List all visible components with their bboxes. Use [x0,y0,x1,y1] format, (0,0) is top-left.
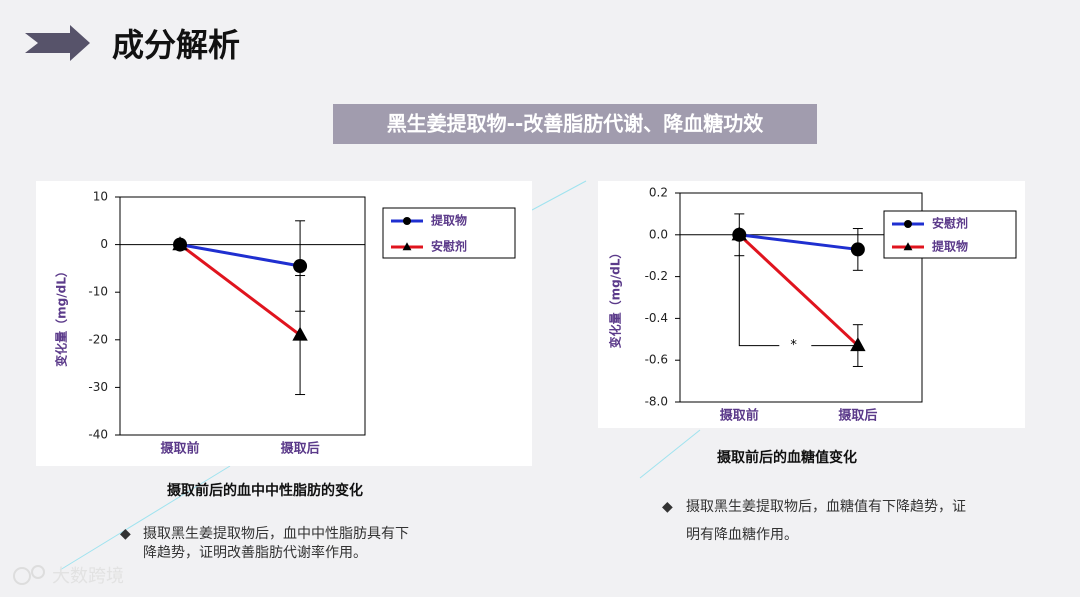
point [403,217,411,225]
bullet-marker: ◆ [662,499,673,515]
x-tick-label: 摄取后 [281,441,320,457]
banner-box [333,104,817,144]
point [903,242,913,251]
y-tick-label: -40 [88,428,108,442]
banner-text: 黑生姜提取物--改善脂肪代谢、降血糖功效 [387,112,764,136]
bullet-text: 降趋势，证明改善脂肪代谢率作用。 [143,544,367,561]
y-tick-label: -0.2 [645,269,668,283]
y-axis-label: 变化量（mg/dL） [54,265,69,367]
point [731,226,747,241]
y-tick-label: -20 [88,332,108,346]
decor-line [59,465,231,571]
bullet-text: 摄取黑生姜提取物后，血中中性脂肪具有下 [143,526,409,542]
bracket [738,254,780,347]
y-tick-label: -8.0 [645,395,668,409]
page-title: 成分解析 [112,26,240,64]
x-tick-label: 摄取后 [838,408,877,424]
point [402,242,412,251]
legend-label: 提取物 [431,213,467,228]
caption: 摄取前后的血中中性脂肪的变化 [167,482,363,499]
point [293,259,308,274]
title-arrow [25,25,90,61]
legend-label: 安慰剂 [932,216,968,231]
y-tick-label: -10 [88,285,108,299]
series-line [738,233,859,347]
bullet-marker: ◆ [120,526,131,542]
x-tick-label: 摄取前 [720,408,759,424]
y-tick-label: 0.0 [649,227,668,241]
watermark-icon [13,567,31,585]
y-axis-label: 变化量（mg/dL） [608,247,623,349]
legend-label: 安慰剂 [431,239,467,254]
y-tick-label: -0.6 [645,353,668,367]
decor-line [639,429,701,479]
watermark: 大数跨境 [52,566,124,587]
series-line [179,243,301,268]
y-tick-label: -30 [88,380,108,394]
legend-label: 提取物 [932,239,968,254]
point [292,326,308,341]
plot-area [679,192,923,403]
series-line [179,243,301,337]
point [172,236,188,251]
caption: 摄取前后的血糖值变化 [717,449,857,466]
decor-line [531,180,587,211]
y-tick-label: 0 [100,237,108,251]
y-tick-label: -0.4 [645,311,668,325]
watermark-icon [31,565,45,579]
annotation: * [790,338,797,353]
x-tick-label: 摄取前 [161,441,200,457]
y-tick-label: 0.2 [649,186,668,200]
y-tick-label: 10 [93,190,108,204]
point [850,242,865,257]
bullet-text: 明有降血糖作用。 [686,527,798,543]
bullet-text: 摄取黑生姜提取物后，血糖值有下降趋势，证 [686,499,966,515]
point [850,337,866,352]
point [904,220,912,228]
plot-area [119,196,366,436]
series-line [739,233,859,251]
